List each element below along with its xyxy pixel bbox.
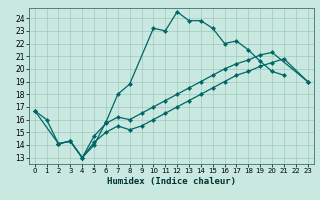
X-axis label: Humidex (Indice chaleur): Humidex (Indice chaleur) [107, 177, 236, 186]
